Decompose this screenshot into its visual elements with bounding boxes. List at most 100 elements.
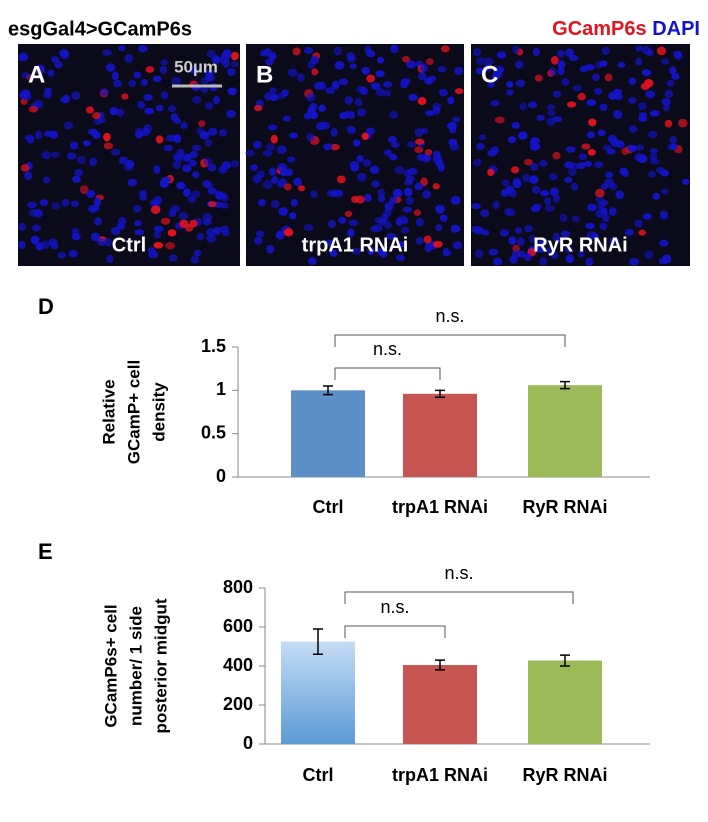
cell-nucleus — [645, 49, 654, 57]
cell-nucleus — [517, 131, 528, 140]
cell-nucleus — [172, 160, 182, 170]
cell-nucleus — [258, 198, 266, 207]
cell-nucleus — [137, 101, 146, 109]
cell-nucleus — [18, 240, 26, 250]
cell-nucleus — [405, 196, 414, 205]
cell-nucleus — [386, 232, 397, 240]
cell-nucleus — [262, 150, 273, 157]
bar — [291, 390, 365, 477]
cell-nucleus — [417, 97, 427, 106]
micrograph — [470, 44, 690, 266]
cell-nucleus — [196, 127, 205, 135]
cell-nucleus — [334, 189, 344, 197]
y-tick-label: 0 — [243, 733, 253, 753]
cell-nucleus — [18, 52, 29, 62]
cell-nucleus — [649, 109, 660, 117]
cell-nucleus — [207, 163, 217, 172]
cell-nucleus — [565, 245, 573, 253]
cell-nucleus — [387, 136, 398, 143]
cell-nucleus — [194, 249, 202, 257]
cell-nucleus — [192, 171, 200, 179]
cell-nucleus — [659, 169, 670, 177]
cell-nucleus — [406, 60, 416, 69]
bar — [528, 660, 602, 744]
cell-nucleus — [586, 131, 595, 139]
cell-nucleus — [276, 92, 287, 100]
cell-nucleus — [578, 153, 588, 161]
cell-nucleus — [354, 195, 365, 204]
cell-nucleus — [560, 230, 571, 238]
cell-nucleus — [334, 61, 345, 70]
cell-nucleus — [564, 176, 573, 183]
error-bar — [435, 659, 445, 671]
cell-nucleus — [289, 132, 299, 139]
cell-nucleus — [167, 229, 177, 237]
cell-nucleus — [148, 250, 159, 259]
cell-nucleus — [565, 146, 576, 153]
cell-nucleus — [168, 105, 176, 113]
cell-nucleus — [523, 158, 533, 166]
panel-letter: B — [256, 61, 273, 88]
cell-nucleus — [161, 217, 171, 225]
cell-nucleus — [394, 165, 405, 175]
cell-nucleus — [218, 192, 227, 200]
cell-nucleus — [557, 60, 566, 69]
cell-nucleus — [155, 135, 164, 144]
cell-nucleus — [252, 140, 262, 150]
cell-nucleus — [203, 157, 213, 166]
cell-nucleus — [196, 233, 205, 241]
cell-nucleus — [608, 207, 617, 216]
cell-nucleus — [71, 232, 81, 241]
cell-nucleus — [230, 160, 240, 168]
cell-nucleus — [627, 144, 638, 152]
cell-nucleus — [102, 49, 112, 56]
cell-nucleus — [74, 168, 84, 177]
cell-nucleus — [163, 144, 174, 152]
cell-nucleus — [669, 136, 678, 144]
cell-nucleus — [26, 136, 34, 144]
cell-nucleus — [649, 147, 659, 154]
cell-nucleus — [661, 188, 669, 195]
cell-nucleus — [532, 47, 540, 57]
cell-nucleus — [176, 181, 186, 190]
cell-nucleus — [205, 182, 214, 190]
cell-nucleus — [359, 86, 369, 96]
cell-nucleus — [289, 212, 297, 220]
cell-nucleus — [133, 204, 142, 213]
cell-nucleus — [522, 173, 531, 183]
cell-nucleus — [280, 207, 288, 217]
cell-nucleus — [85, 106, 94, 114]
cell-nucleus — [642, 213, 652, 220]
cell-nucleus — [374, 217, 383, 224]
annotation: n.s. — [444, 563, 473, 583]
cell-nucleus — [602, 213, 610, 223]
cell-nucleus — [599, 103, 608, 112]
cell-nucleus — [528, 234, 536, 244]
annotation: n.s. — [373, 339, 402, 359]
cell-nucleus — [230, 51, 239, 61]
cell-nucleus — [476, 142, 485, 151]
cell-nucleus — [361, 66, 370, 75]
cell-nucleus — [278, 178, 287, 186]
cell-nucleus — [391, 141, 400, 148]
cell-nucleus — [601, 46, 610, 56]
cell-nucleus — [638, 229, 646, 236]
cell-nucleus — [347, 126, 357, 135]
cell-nucleus — [629, 257, 640, 266]
cell-nucleus — [648, 170, 656, 178]
cell-nucleus — [287, 68, 298, 77]
cell-nucleus — [205, 74, 215, 83]
y-axis-label: density — [149, 382, 168, 442]
panel-label: Ctrl — [112, 234, 146, 256]
cell-nucleus — [524, 224, 533, 233]
cell-nucleus — [153, 242, 164, 249]
cell-nucleus — [400, 80, 409, 89]
cell-nucleus — [325, 86, 336, 95]
cell-nucleus — [414, 128, 424, 138]
cell-nucleus — [661, 98, 671, 106]
cell-nucleus — [376, 57, 385, 64]
cell-nucleus — [153, 230, 162, 239]
cell-nucleus — [134, 220, 142, 227]
cell-nucleus — [71, 200, 80, 208]
cell-nucleus — [564, 161, 575, 169]
